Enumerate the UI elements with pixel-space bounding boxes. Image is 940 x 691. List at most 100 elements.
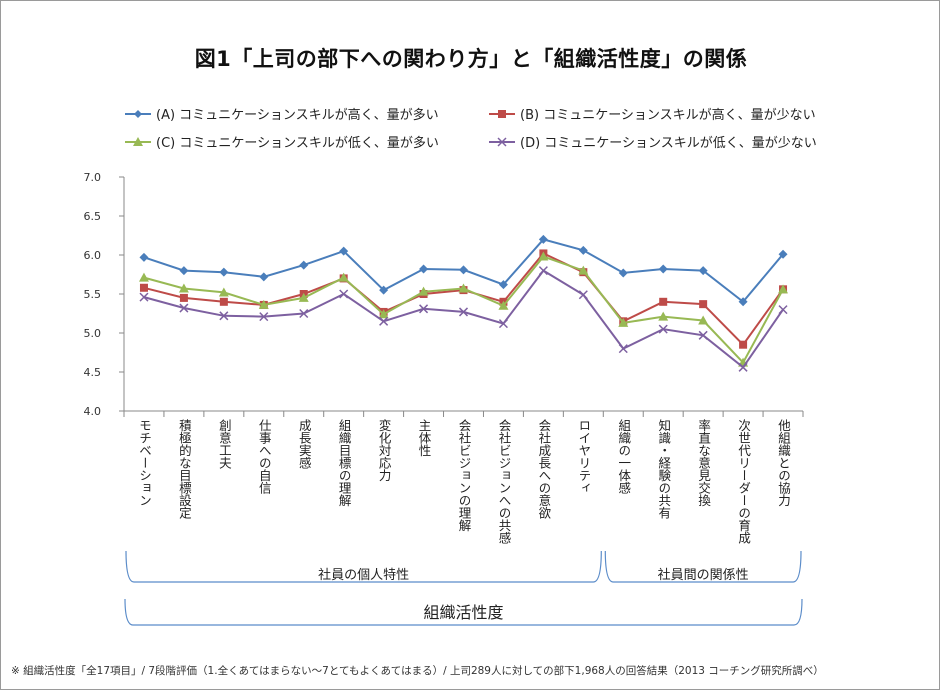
data-point — [738, 362, 748, 372]
data-point — [179, 266, 189, 276]
data-point — [379, 316, 389, 326]
data-point — [418, 286, 429, 296]
data-point — [258, 299, 269, 309]
legend-item-d: (D) コミュニケーションスキルが低く、量が少ない — [489, 132, 817, 151]
legend-item-a: (A) コミュニケーションスキルが高く、量が多い — [125, 104, 439, 123]
data-point — [139, 252, 149, 262]
x-category-label: ロイヤリティ — [576, 419, 592, 494]
data-point — [298, 292, 309, 302]
data-point — [139, 283, 148, 292]
y-tick-label: 4.5 — [84, 366, 102, 379]
data-point — [578, 265, 589, 275]
x-category-label: 変化対応力 — [376, 419, 392, 482]
data-point — [379, 285, 389, 295]
x-category-label: 率直な意見交換 — [696, 419, 712, 507]
overall-group-label: 組織活性度 — [423, 603, 504, 622]
data-point — [498, 319, 508, 329]
x-category-label: 次世代リーダーの育成 — [736, 419, 752, 544]
x-category-label: 知識・経験の共有 — [656, 419, 672, 519]
data-point — [259, 312, 269, 322]
x-category-label: 積極的な目標設定 — [176, 419, 192, 519]
data-point — [738, 297, 748, 307]
group-label: 社員の個人特性 — [318, 568, 410, 583]
data-point — [778, 249, 788, 259]
data-point — [338, 272, 349, 282]
y-tick-label: 5.5 — [84, 288, 102, 301]
chart-title: 図1「上司の部下への関わり方」と「組織活性度」の関係 — [194, 47, 748, 71]
x-category-label: 会社ビジョンへの共感 — [496, 419, 512, 544]
footnote: ※ 組織活性度「全17項目」/ 7段階評価（1.全くあてはまらない〜7とてもよく… — [11, 665, 824, 677]
data-point — [219, 311, 229, 321]
data-point — [299, 308, 309, 319]
legend-marker-c — [125, 136, 151, 146]
y-tick-label: 5.0 — [84, 327, 102, 340]
data-point — [178, 283, 189, 293]
data-point — [218, 287, 229, 297]
legend-marker-b — [489, 109, 515, 118]
data-point — [339, 246, 349, 256]
data-point — [658, 264, 668, 274]
data-point — [219, 297, 228, 306]
data-point — [259, 272, 269, 282]
data-point — [698, 315, 709, 325]
legend-label-a: (A) コミュニケーションスキルが高く、量が多い — [156, 108, 439, 123]
x-category-label: 主体性 — [416, 419, 432, 457]
legend-item-c: (C) コミュニケーションスキルが低く、量が多い — [125, 132, 439, 151]
data-point — [459, 265, 468, 275]
x-category-label: 創意工夫 — [216, 419, 232, 469]
data-point — [498, 280, 508, 290]
data-point — [458, 283, 469, 293]
data-point — [698, 266, 708, 276]
data-point — [538, 251, 549, 261]
x-category-label: 会社成長への意欲 — [536, 419, 552, 519]
data-point — [378, 309, 389, 319]
data-point — [179, 303, 189, 313]
data-point — [778, 305, 788, 315]
x-category-label: 仕事への自信 — [256, 419, 272, 494]
data-point — [739, 340, 748, 349]
y-tick-label: 4.0 — [84, 405, 102, 418]
data-point — [618, 317, 629, 327]
x-category-label: 組織目標の理解 — [336, 419, 352, 507]
y-tick-label: 6.5 — [84, 210, 102, 223]
legend-label-b: (B) コミュニケーションスキルが高く、量が少ない — [520, 108, 816, 123]
data-point — [659, 297, 668, 306]
data-point — [538, 266, 548, 276]
data-point — [139, 292, 149, 302]
legend-marker-d — [489, 136, 515, 147]
data-point — [699, 300, 708, 309]
data-point — [778, 284, 789, 294]
data-point — [658, 324, 668, 334]
y-tick-label: 7.0 — [84, 171, 102, 184]
legend-item-b: (B) コミュニケーションスキルが高く、量が少ない — [489, 104, 816, 123]
x-category-label: モチベーション — [136, 419, 152, 507]
data-point — [498, 300, 509, 310]
data-point — [419, 264, 429, 274]
data-point — [698, 330, 708, 340]
data-point — [538, 234, 548, 244]
data-point — [339, 289, 349, 299]
legend-label-c: (C) コミュニケーションスキルが低く、量が多い — [156, 136, 439, 151]
data-point — [419, 304, 429, 314]
legend-marker-a — [125, 109, 151, 118]
data-point — [658, 311, 669, 321]
legend-label-d: (D) コミュニケーションスキルが低く、量が少ない — [520, 136, 817, 151]
data-point — [618, 344, 628, 354]
overall-bracket — [124, 598, 803, 626]
data-point — [138, 272, 149, 282]
data-point — [458, 307, 469, 317]
data-point — [219, 267, 229, 277]
y-tick-label: 6.0 — [84, 249, 102, 262]
x-category-label: 成長実感 — [296, 419, 312, 469]
data-point — [299, 260, 309, 270]
x-category-label: 組織の一体感 — [616, 419, 632, 494]
data-point — [618, 268, 628, 278]
x-category-label: 他組織との協力 — [776, 419, 792, 507]
data-point — [578, 245, 588, 255]
data-point — [179, 293, 188, 302]
group-bracket-1 — [604, 550, 802, 583]
data-point — [578, 290, 588, 300]
x-category-label: 会社ビジョンの理解 — [456, 419, 472, 532]
